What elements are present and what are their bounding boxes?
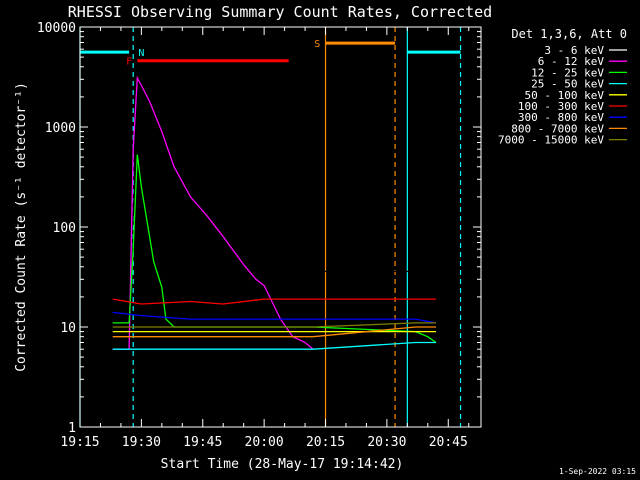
x-tick-label: 20:45 — [429, 435, 468, 450]
legend-label: 100 - 300 keV — [518, 100, 604, 113]
y-tick-label: 1000 — [45, 121, 76, 136]
legend-label: 50 - 100 keV — [525, 89, 605, 102]
series-line-6-12-kev — [112, 75, 314, 350]
y-tick-label: 100 — [53, 221, 76, 236]
series-line-7000-15000-kev — [112, 322, 436, 328]
legend-label: 3 - 6 keV — [544, 44, 604, 57]
series-line-800-7000-kev — [112, 326, 436, 338]
chart-title: RHESSI Observing Summary Count Rates, Co… — [68, 3, 492, 21]
axis-ticks: 1 10 100 1000 10000 19:15 19:30 19:45 20:00 20:15… — [37, 21, 481, 450]
y-tick-label: 1 — [68, 421, 76, 436]
x-tick-label: 19:30 — [122, 435, 161, 450]
y-tick-label: 10000 — [37, 21, 76, 36]
legend-header: Det 1,3,6, Att 0 — [511, 27, 627, 41]
flag-label-f: F — [126, 57, 132, 68]
flag-label-s: S — [314, 39, 320, 50]
legend-label: 300 - 800 keV — [518, 111, 604, 124]
flag-label-n: N — [138, 48, 144, 59]
series-line-25-50-kev — [112, 341, 436, 350]
legend-label: 12 - 25 keV — [531, 66, 604, 79]
x-tick-label: 20:00 — [245, 435, 284, 450]
y-axis-label: Corrected Count Rate (s⁻¹ detector⁻¹) — [14, 82, 29, 372]
x-tick-label: 19:45 — [183, 435, 222, 450]
legend-label: 7000 - 15000 keV — [498, 134, 604, 147]
x-tick-label: 19:15 — [60, 435, 99, 450]
series-line-100-300-kev — [112, 298, 436, 305]
series-line-300-800-kev — [112, 311, 437, 324]
plot-area: NF S — [79, 27, 462, 427]
legend-label: 800 - 7000 keV — [511, 122, 604, 135]
legend-label: 6 - 12 keV — [538, 55, 605, 68]
y-tick-label: 10 — [60, 321, 76, 336]
x-tick-label: 20:30 — [367, 435, 406, 450]
legend-label: 25 - 50 keV — [531, 78, 604, 91]
x-tick-label: 20:15 — [306, 435, 345, 450]
x-axis-label: Start Time (28-May-17 19:14:42) — [161, 457, 404, 472]
footer-date: 1-Sep-2022 03:15 — [559, 467, 636, 476]
